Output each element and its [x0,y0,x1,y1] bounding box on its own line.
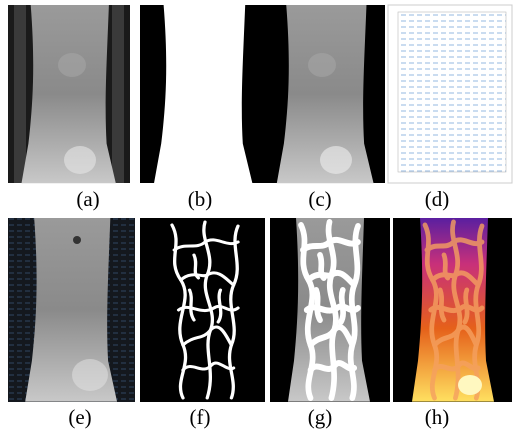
caption: (g) [308,405,333,429]
panel-c [262,5,385,183]
panel-e [8,218,135,402]
caption: (a) [76,187,99,211]
caption: (b) [188,187,213,211]
caption: (f) [190,405,211,429]
caption: (e) [68,405,91,429]
panel-d [388,5,512,183]
caption: (c) [308,187,331,211]
caption: (h) [425,405,450,429]
figure: (a) (b) (c) (d) (e) (f) (g) (h) [0,0,514,432]
panel-f [140,218,265,402]
caption: (d) [425,187,450,211]
panel-g [270,218,390,402]
panel-a [8,5,130,183]
panel-b [140,5,262,183]
panel-h [393,218,512,402]
